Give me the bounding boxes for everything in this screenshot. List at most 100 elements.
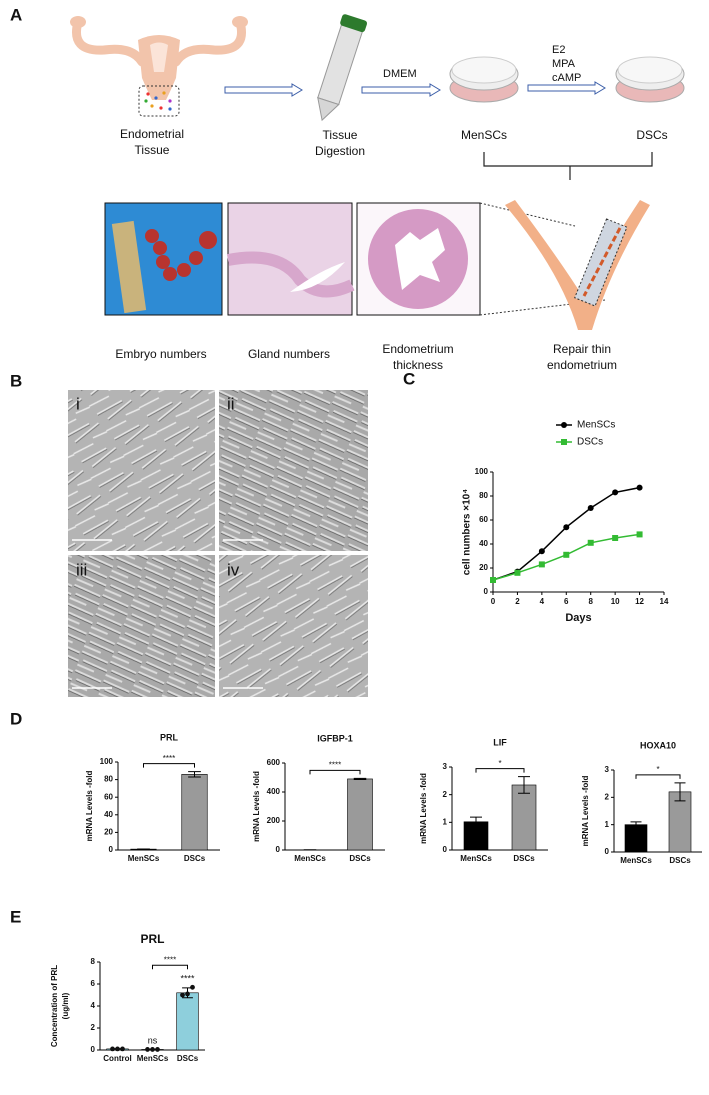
chart-title: PRL — [160, 732, 179, 742]
x-tick-label: 8 — [588, 597, 593, 606]
y-tick-label: 80 — [479, 491, 488, 500]
x-tick-label: DSCs — [184, 854, 206, 863]
arrow — [361, 83, 441, 97]
panel-label: B — [10, 371, 22, 390]
error-bar — [518, 776, 530, 794]
significance-bracket — [143, 763, 195, 768]
outcome-label: Gland numbers — [248, 347, 330, 361]
outcome-label: thickness — [393, 358, 443, 372]
x-tick-label: MenSCs — [460, 854, 492, 863]
y-tick-label: 2 — [605, 792, 610, 801]
y-axis-label: mRNA Levels -fold — [581, 775, 590, 846]
x-tick-label: 12 — [635, 597, 644, 606]
data-point — [190, 984, 195, 990]
micrograph-label: iii — [76, 560, 87, 579]
x-tick-label: 0 — [491, 597, 496, 606]
micrograph-label: iv — [227, 560, 240, 579]
arrow — [527, 81, 606, 95]
data-point — [115, 1046, 120, 1052]
step-label: Digestion — [315, 144, 365, 158]
data-point — [155, 1047, 160, 1052]
arrow-label: E2 — [552, 44, 565, 56]
series-line — [492, 486, 640, 581]
x-tick-label: MenSCs — [128, 854, 160, 863]
y-axis-label: mRNA Levels -fold — [85, 770, 94, 841]
legend-label: DSCs — [577, 437, 603, 448]
significance-label: **** — [163, 754, 175, 763]
y-tick-label: 4 — [91, 1001, 96, 1010]
panel-label: A — [10, 5, 22, 24]
marker — [538, 548, 545, 555]
y-tick-label: 0 — [91, 1045, 96, 1054]
bar — [347, 778, 373, 851]
marker — [538, 561, 545, 568]
data-point — [150, 1047, 155, 1052]
x-tick-label: 14 — [660, 597, 669, 606]
y-tick-label: 0 — [484, 587, 489, 596]
micrograph-label: i — [76, 394, 80, 413]
panel-label: E — [10, 907, 21, 926]
y-tick-label: 20 — [479, 563, 488, 572]
step-label: MenSCs — [461, 128, 507, 142]
step-label: Tissue — [323, 128, 358, 142]
x-tick-label: Control — [103, 1054, 131, 1063]
y-axis-label: (ug/ml) — [61, 992, 70, 1019]
y-tick-label: 400 — [267, 787, 281, 796]
bar — [176, 992, 199, 1051]
y-tick-label: 100 — [100, 757, 114, 766]
marker — [612, 489, 619, 496]
dish-drawing — [615, 56, 685, 103]
y-tick-label: 8 — [91, 957, 96, 966]
marker — [490, 577, 496, 583]
marker — [636, 531, 643, 538]
y-axis-label: Concentration of PRL — [50, 965, 59, 1047]
y-tick-label: 3 — [443, 762, 448, 771]
y-tick-label: 0 — [605, 847, 610, 856]
marker — [563, 551, 570, 558]
y-tick-label: 200 — [267, 816, 281, 825]
legend-marker — [561, 439, 567, 445]
marker — [587, 539, 594, 546]
significance-label: * — [498, 759, 501, 768]
y-axis-label: mRNA Levels -fold — [419, 773, 428, 844]
legend-marker — [561, 422, 567, 428]
bar — [624, 824, 648, 853]
x-tick-label: DSCs — [669, 856, 691, 865]
micrographs — [68, 390, 368, 697]
y-tick-label: 0 — [109, 845, 114, 854]
x-tick-label: MenSCs — [620, 856, 652, 865]
significance-bracket — [475, 768, 525, 773]
bar — [181, 774, 208, 851]
error-bar — [630, 821, 642, 828]
marker — [587, 505, 594, 511]
x-tick-label: DSCs — [177, 1054, 199, 1063]
data-point — [180, 992, 185, 998]
y-tick-label: 100 — [475, 467, 489, 476]
bar — [511, 784, 537, 851]
error-bar — [674, 782, 686, 802]
y-tick-label: 60 — [479, 515, 488, 524]
bracket — [483, 152, 653, 180]
y-tick-label: 2 — [91, 1023, 96, 1032]
y-tick-label: 0 — [443, 845, 448, 854]
y-tick-label: 1 — [605, 820, 610, 829]
arrow-label: DMEM — [383, 68, 417, 80]
y-tick-label: 80 — [104, 775, 113, 784]
significance-label: **** — [329, 760, 341, 769]
step-label: DSCs — [636, 128, 667, 142]
bar-label: **** — [180, 974, 195, 984]
error-bar — [353, 777, 367, 781]
y-tick-label: 600 — [267, 758, 281, 767]
data-point — [110, 1046, 115, 1052]
y-tick-label: 6 — [91, 979, 96, 988]
y-tick-label: 2 — [443, 790, 448, 799]
arrow — [224, 83, 303, 97]
y-axis-label: mRNA Levels -fold — [252, 771, 261, 842]
uterus-drawing — [70, 16, 248, 117]
outcome-label: endometrium — [547, 358, 617, 372]
data-point — [145, 1047, 150, 1052]
significance-label: **** — [164, 955, 176, 964]
micrograph-label: ii — [227, 394, 235, 413]
chart-title: LIF — [493, 737, 507, 747]
